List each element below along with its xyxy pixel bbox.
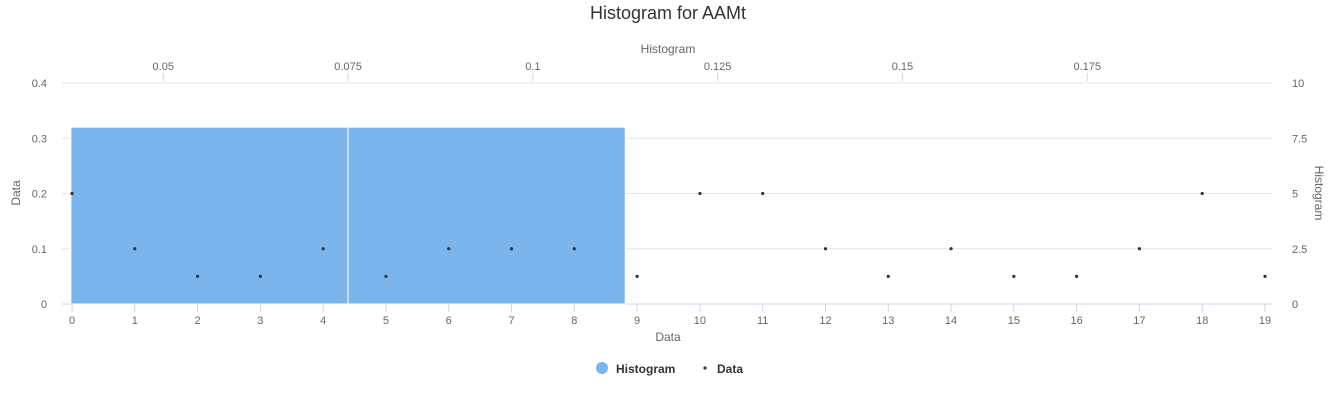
x-bottom-tick-label: 10 <box>694 315 706 327</box>
histogram-bar[interactable] <box>347 126 626 305</box>
x-bottom-tick-label: 9 <box>634 315 640 327</box>
y-right-tick-label: 7.5 <box>1292 133 1307 145</box>
left-axis-title: Data <box>9 180 23 206</box>
legend-histogram-marker <box>596 362 608 374</box>
x-top-tick-label: 0.125 <box>704 61 732 73</box>
data-point[interactable] <box>635 274 639 278</box>
data-point[interactable] <box>823 247 828 251</box>
x-bottom-tick-label: 6 <box>446 315 452 327</box>
x-bottom-tick-label: 11 <box>757 315 768 327</box>
x-bottom-tick-label: 16 <box>1071 315 1083 327</box>
right-axis-title: Histogram <box>1312 166 1326 221</box>
y-right-tick-label: 10 <box>1292 78 1304 90</box>
data-point[interactable] <box>321 247 325 251</box>
histogram-bar[interactable] <box>70 126 349 305</box>
y-right-tick-label: 0 <box>1292 299 1298 311</box>
x-bottom-tick-label: 1 <box>132 315 138 327</box>
data-point[interactable] <box>509 247 514 251</box>
x-top-tick-label: 0.15 <box>892 61 913 73</box>
y-right-tick-label: 5 <box>1292 189 1298 201</box>
y-left-tick-label: 0.2 <box>32 189 47 201</box>
x-bottom-tick-label: 12 <box>819 315 831 327</box>
y-left-tick-label: 0 <box>41 299 47 311</box>
x-top-tick-label: 0.075 <box>334 61 362 73</box>
x-bottom-tick-label: 4 <box>320 315 326 327</box>
top-axis-title: Histogram <box>641 42 696 56</box>
legend-data-marker <box>703 366 707 370</box>
y-right-tick-label: 2.5 <box>1292 244 1307 256</box>
data-point[interactable] <box>1012 274 1016 278</box>
x-bottom-tick-label: 18 <box>1196 315 1208 327</box>
data-point[interactable] <box>698 191 702 196</box>
x-bottom-tick-label: 14 <box>945 315 957 327</box>
x-bottom-tick-label: 3 <box>257 315 263 327</box>
data-point[interactable] <box>1263 274 1267 278</box>
data-point[interactable] <box>1200 191 1204 196</box>
data-point[interactable] <box>572 247 576 251</box>
data-point[interactable] <box>949 247 953 251</box>
x-bottom-tick-label: 0 <box>69 315 75 327</box>
legend[interactable]: Histogram Data <box>596 362 743 376</box>
data-point[interactable] <box>133 247 137 251</box>
x-bottom-tick-label: 7 <box>508 315 514 327</box>
x-bottom-tick-label: 13 <box>882 315 894 327</box>
x-top-tick-label: 0.05 <box>153 61 174 73</box>
data-point[interactable] <box>761 191 765 196</box>
y-left-tick-label: 0.1 <box>32 244 47 256</box>
data-point[interactable] <box>70 191 74 196</box>
x-bottom-tick-label: 8 <box>571 315 577 327</box>
x-bottom-tick-label: 17 <box>1133 315 1145 327</box>
x-bottom-tick-label: 5 <box>383 315 389 327</box>
y-left-tick-label: 0.4 <box>32 78 47 90</box>
x-bottom-tick-label: 19 <box>1259 315 1271 327</box>
chart-title: Histogram for AAMt <box>590 3 746 23</box>
data-point[interactable] <box>447 247 451 251</box>
data-point[interactable] <box>1075 274 1079 278</box>
legend-data-label[interactable]: Data <box>717 362 743 376</box>
x-bottom-tick-label: 2 <box>195 315 201 327</box>
x-top-tick-label: 0.175 <box>1073 61 1101 73</box>
bottom-axis-title: Data <box>655 330 681 344</box>
data-point[interactable] <box>384 274 388 278</box>
legend-histogram-label[interactable]: Histogram <box>616 362 675 376</box>
data-point[interactable] <box>886 274 890 278</box>
x-bottom-tick-label: 15 <box>1008 315 1020 327</box>
data-point[interactable] <box>195 274 200 278</box>
data-point[interactable] <box>258 274 262 278</box>
y-left-tick-label: 0.3 <box>32 133 47 145</box>
x-top-tick-label: 0.1 <box>525 61 540 73</box>
data-point[interactable] <box>1137 247 1142 251</box>
